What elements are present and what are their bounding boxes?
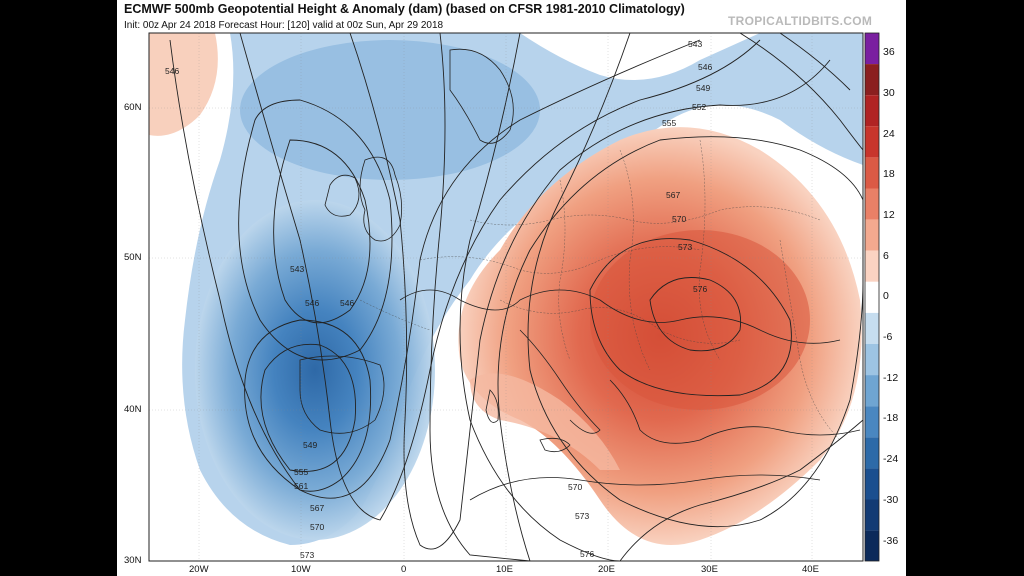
colorbar-swatch — [865, 157, 879, 189]
map-subtitle: Init: 00z Apr 24 2018 Forecast Hour: [12… — [124, 20, 444, 31]
colorbar-label: -36 — [883, 535, 899, 547]
colorbar-swatch — [865, 344, 879, 376]
contour-label: 549 — [303, 440, 317, 450]
colorbar-label: 0 — [883, 290, 889, 302]
contour-label: 546 — [698, 62, 712, 72]
lon-tick: 40E — [802, 564, 819, 575]
colorbar-swatch — [865, 126, 879, 158]
contour-label: 552 — [692, 102, 706, 112]
colorbar-swatch — [865, 499, 879, 531]
trough-anomaly-north-core — [240, 40, 540, 180]
colorbar-label: -12 — [883, 372, 899, 384]
contour-label: 573 — [575, 511, 589, 521]
colorbar-swatch — [865, 437, 879, 469]
colorbar-label: -24 — [883, 453, 899, 465]
map-frame — [148, 32, 864, 562]
lat-tick: 60N — [124, 102, 142, 113]
coastlines — [299, 48, 861, 501]
contour-label: 546 — [165, 66, 179, 76]
colorbar-label: -30 — [883, 494, 899, 506]
lon-tick: 10W — [291, 564, 311, 575]
contour-label: 567 — [666, 190, 680, 200]
brand-watermark: TROPICALTIDBITS.COM — [728, 14, 873, 28]
colorbar — [864, 32, 880, 562]
contour-label: 543 — [290, 264, 304, 274]
lon-tick: 0 — [401, 564, 407, 575]
colorbar-swatch — [865, 406, 879, 438]
lon-tick: 20E — [598, 564, 615, 575]
colorbar-label: 24 — [883, 128, 895, 140]
trough-anomaly-core — [195, 200, 435, 540]
ridge-anomaly-core — [590, 230, 810, 410]
colorbar-swatch — [865, 219, 879, 251]
colorbar-label: 36 — [883, 46, 895, 58]
colorbar-label: 12 — [883, 209, 895, 221]
contour-label: 570 — [310, 522, 324, 532]
colorbar-swatch — [865, 188, 879, 220]
colorbar-label: 18 — [883, 168, 895, 180]
country-borders — [359, 139, 841, 441]
colorbar-swatch — [865, 250, 879, 282]
colorbar-swatch — [865, 375, 879, 407]
ridge-anomaly-south — [470, 373, 620, 470]
lat-tick: 40N — [124, 404, 142, 415]
lon-tick: 10E — [496, 564, 513, 575]
height-contours — [169, 33, 863, 561]
colorbar-swatch — [865, 468, 879, 500]
contour-label: 546 — [305, 298, 319, 308]
contour-label: 567 — [310, 503, 324, 513]
colorbar-swatch — [865, 64, 879, 96]
lat-lon-grid — [149, 33, 863, 561]
contour-label: 573 — [300, 550, 314, 560]
contour-label: 555 — [294, 467, 308, 477]
lon-tick: 20W — [189, 564, 209, 575]
lon-tick: 30E — [701, 564, 718, 575]
contour-label: 570 — [672, 214, 686, 224]
contour-label: 570 — [568, 482, 582, 492]
colorbar-label: -18 — [883, 412, 899, 424]
colorbar-label: 6 — [883, 250, 889, 262]
contour-label: 555 — [662, 118, 676, 128]
contour-label: 576 — [580, 549, 594, 559]
contour-label: 546 — [340, 298, 354, 308]
colorbar-swatch — [865, 312, 879, 344]
contour-label: 576 — [693, 284, 707, 294]
colorbar-swatch — [865, 95, 879, 127]
colorbar-label: -6 — [883, 331, 893, 343]
colorbar-swatch — [865, 33, 879, 65]
colorbar-frame — [864, 32, 880, 562]
colorbar-swatch — [865, 281, 879, 313]
contour-label: 543 — [688, 39, 702, 49]
colorbar-swatch — [865, 530, 879, 561]
lat-tick: 30N — [124, 555, 142, 566]
colorbar-label: 30 — [883, 87, 895, 99]
contour-label: 549 — [696, 83, 710, 93]
contour-label: 561 — [294, 481, 308, 491]
contour-label: 573 — [678, 242, 692, 252]
lat-tick: 50N — [124, 252, 142, 263]
map-title: ECMWF 500mb Geopotential Height & Anomal… — [124, 2, 685, 16]
contour-label-group: 546 543 546 546 549 555 561 567 570 573 … — [165, 39, 712, 560]
ridge-anomaly-west — [149, 33, 218, 136]
